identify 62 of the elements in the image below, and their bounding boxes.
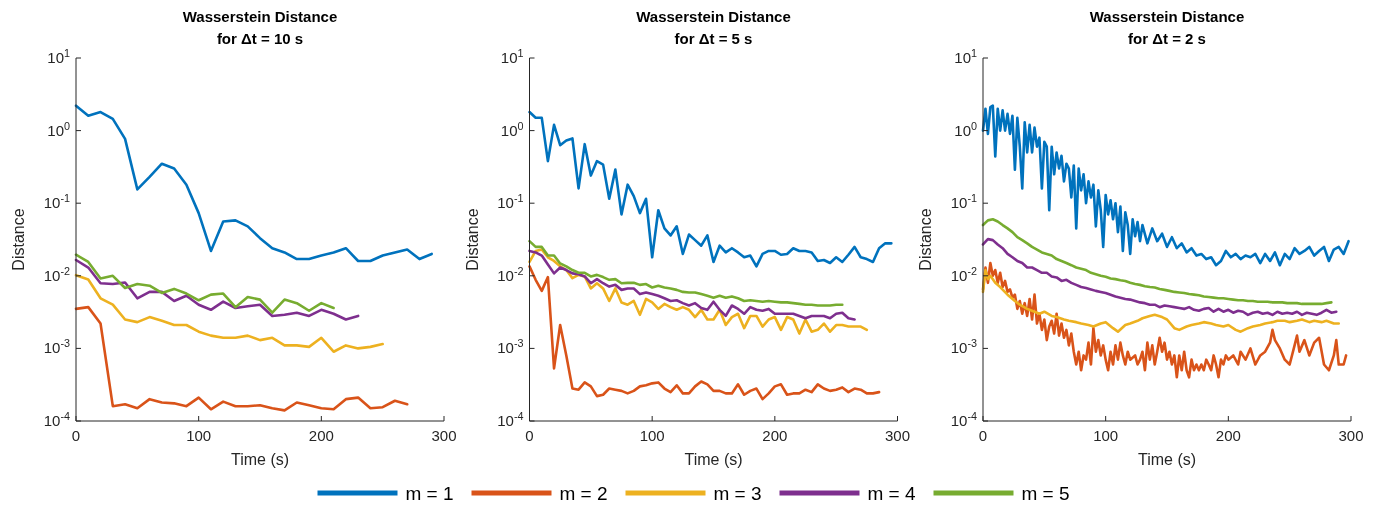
y-tick-label: 10$^{-1}$ [497, 192, 524, 212]
y-tick-label: 10$^{1}$ [500, 47, 524, 66]
x-tick-label: 100 [1093, 427, 1119, 444]
line-series [981, 104, 1350, 267]
line-series [74, 253, 335, 315]
legend-label: m = 3 [713, 483, 762, 504]
x-tick-label: 300 [884, 427, 911, 444]
x-tick-label: 200 [1215, 427, 1241, 444]
y-tick-label: 10$^{-3}$ [43, 337, 70, 357]
y-tick-label: 10$^{1}$ [954, 47, 977, 66]
line-series [74, 104, 434, 263]
x-tick-label: 0 [525, 427, 534, 444]
line-series [981, 261, 1348, 379]
x-axis-title: Time (s) [230, 451, 290, 468]
x-axis-title: Time (s) [1137, 451, 1197, 468]
y-tick-label: 10$^{0}$ [954, 119, 977, 139]
y-tick-label: 10$^{-1}$ [950, 192, 977, 212]
y-tick-label: 10$^{0}$ [500, 119, 524, 139]
line-series [981, 268, 1341, 333]
x-tick-label: 100 [186, 427, 212, 444]
x-tick-label: 300 [431, 427, 457, 444]
legend-label: m = 2 [559, 483, 608, 504]
line-series [528, 239, 844, 307]
y-tick-label: 10$^{-1}$ [43, 192, 70, 212]
line-series [528, 265, 881, 401]
x-tick-label: 300 [1338, 427, 1364, 444]
x-tick-label: 0 [978, 427, 988, 444]
y-tick-label: 10$^{-2}$ [497, 264, 524, 284]
y-axis-title: Distance [463, 208, 481, 271]
x-tick-label: 200 [762, 427, 788, 444]
x-axis-title: Time (s) [684, 451, 743, 468]
line-series [528, 249, 856, 321]
y-tick-label: 10$^{-3}$ [497, 337, 524, 357]
chart-subtitle: for Δt = 5 s [674, 30, 753, 47]
y-tick-label: 10$^{-3}$ [950, 337, 977, 357]
y-tick-label: 10$^{-4}$ [950, 410, 977, 429]
chart-subtitle: for Δt = 10 s [216, 30, 304, 47]
chart-title: Wasserstein Distance [1089, 8, 1245, 25]
chart-title: Wasserstein Distance [182, 8, 338, 25]
x-tick-label: 100 [639, 427, 665, 444]
y-axis-title: Distance [917, 208, 934, 271]
chart-subtitle: for Δt = 2 s [1128, 30, 1206, 47]
legend-label: m = 5 [1021, 483, 1070, 504]
line-series [981, 218, 1333, 306]
chart-title: Wasserstein Distance [636, 8, 791, 25]
legend-label: m = 1 [405, 483, 454, 504]
y-tick-label: 10$^{-2}$ [950, 264, 977, 284]
x-tick-label: 0 [71, 427, 81, 444]
line-series [74, 258, 360, 321]
line-series [981, 237, 1338, 317]
x-tick-label: 200 [308, 427, 334, 444]
line-series [74, 305, 409, 412]
line-series [528, 110, 893, 268]
y-tick-label: 10$^{1}$ [47, 47, 70, 66]
y-tick-label: 10$^{0}$ [47, 119, 70, 139]
line-series [528, 248, 869, 335]
y-tick-label: 10$^{-2}$ [43, 264, 70, 284]
line-series [74, 273, 384, 354]
y-axis-title: Distance [10, 208, 27, 271]
legend-label: m = 4 [867, 483, 916, 504]
y-tick-label: 10$^{-4}$ [43, 410, 70, 429]
y-tick-label: 10$^{-4}$ [497, 410, 524, 429]
